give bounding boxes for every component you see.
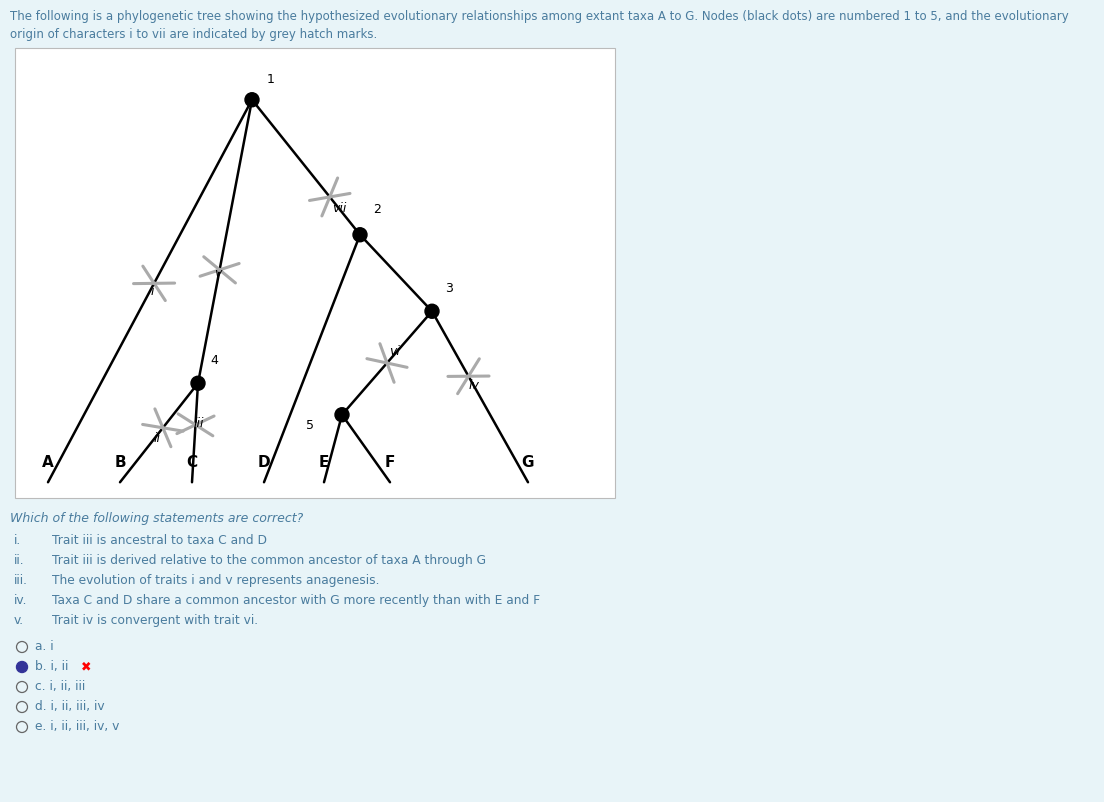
Text: d. i, ii, iii, iv: d. i, ii, iii, iv xyxy=(35,700,105,713)
Text: Trait iii is derived relative to the common ancestor of taxa A through G: Trait iii is derived relative to the com… xyxy=(52,554,486,567)
Text: iii: iii xyxy=(193,417,204,430)
Circle shape xyxy=(335,407,349,422)
Text: e. i, ii, iii, iv, v: e. i, ii, iii, iv, v xyxy=(35,720,119,733)
Text: iv: iv xyxy=(469,379,479,391)
Text: 4: 4 xyxy=(210,354,217,367)
Text: c. i, ii, iii: c. i, ii, iii xyxy=(35,680,85,693)
Circle shape xyxy=(425,304,439,318)
Circle shape xyxy=(17,662,28,673)
Circle shape xyxy=(191,376,205,391)
Text: ii: ii xyxy=(155,432,161,445)
Text: b. i, ii: b. i, ii xyxy=(35,660,68,673)
Text: Trait iv is convergent with trait vi.: Trait iv is convergent with trait vi. xyxy=(52,614,258,627)
Text: E: E xyxy=(319,456,329,470)
Text: Which of the following statements are correct?: Which of the following statements are co… xyxy=(10,512,304,525)
Text: origin of characters i to vii are indicated by grey hatch marks.: origin of characters i to vii are indica… xyxy=(10,28,378,41)
Text: The evolution of traits i and v represents anagenesis.: The evolution of traits i and v represen… xyxy=(52,574,380,587)
Text: Trait iii is ancestral to taxa C and D: Trait iii is ancestral to taxa C and D xyxy=(52,534,267,547)
Text: 5: 5 xyxy=(306,419,314,432)
Text: D: D xyxy=(257,456,270,470)
Text: iii.: iii. xyxy=(14,574,28,587)
Text: A: A xyxy=(42,456,54,470)
Circle shape xyxy=(353,228,367,241)
Text: The following is a phylogenetic tree showing the hypothesized evolutionary relat: The following is a phylogenetic tree sho… xyxy=(10,10,1069,23)
Text: vii: vii xyxy=(331,201,346,215)
Text: 3: 3 xyxy=(445,282,453,295)
Text: F: F xyxy=(385,456,395,470)
Text: i: i xyxy=(150,286,153,298)
Text: 2: 2 xyxy=(373,203,381,217)
Bar xyxy=(15,48,615,498)
Text: ii.: ii. xyxy=(14,554,24,567)
Text: B: B xyxy=(114,456,126,470)
Text: C: C xyxy=(187,456,198,470)
Text: 1: 1 xyxy=(267,73,275,86)
Text: Taxa C and D share a common ancestor with G more recently than with E and F: Taxa C and D share a common ancestor wit… xyxy=(52,594,540,607)
Text: a. i: a. i xyxy=(35,640,54,653)
Text: ✖: ✖ xyxy=(81,660,92,673)
Text: G: G xyxy=(522,456,534,470)
Text: vi: vi xyxy=(390,345,401,358)
Text: i.: i. xyxy=(14,534,21,547)
Text: v: v xyxy=(214,267,221,280)
Text: iv.: iv. xyxy=(14,594,28,607)
Text: v.: v. xyxy=(14,614,24,627)
Circle shape xyxy=(245,93,259,107)
